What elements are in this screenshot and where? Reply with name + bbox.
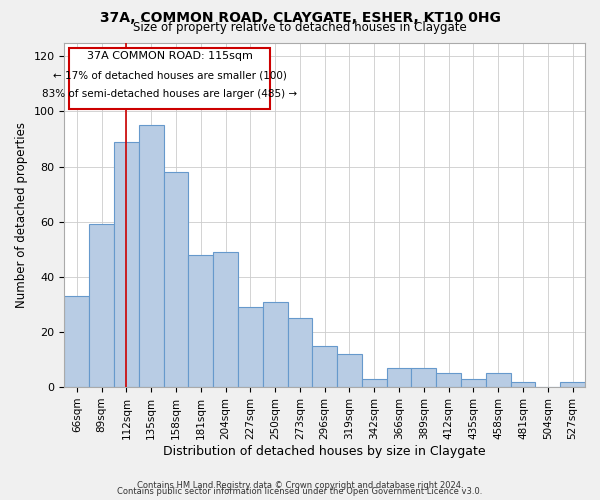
Bar (263, 302, 287, 387)
Text: Contains HM Land Registry data © Crown copyright and database right 2024.: Contains HM Land Registry data © Crown c… (137, 481, 463, 490)
Bar (362, 379, 386, 387)
Bar (164, 172, 188, 387)
Bar (188, 255, 213, 387)
FancyBboxPatch shape (70, 48, 270, 108)
Bar (287, 318, 313, 387)
Y-axis label: Number of detached properties: Number of detached properties (15, 122, 28, 308)
Bar (238, 307, 263, 387)
Text: Size of property relative to detached houses in Claygate: Size of property relative to detached ho… (133, 22, 467, 35)
Bar (89, 224, 114, 387)
Bar (313, 346, 337, 387)
Bar (486, 374, 511, 387)
Bar (436, 374, 461, 387)
Text: 37A COMMON ROAD: 115sqm: 37A COMMON ROAD: 115sqm (87, 51, 253, 61)
Bar (461, 379, 486, 387)
Text: Contains public sector information licensed under the Open Government Licence v3: Contains public sector information licen… (118, 488, 482, 496)
Text: ← 17% of detached houses are smaller (100): ← 17% of detached houses are smaller (10… (53, 70, 287, 80)
Bar (114, 142, 139, 387)
Bar (213, 252, 238, 387)
Bar (386, 368, 412, 387)
Bar (412, 368, 436, 387)
X-axis label: Distribution of detached houses by size in Claygate: Distribution of detached houses by size … (163, 444, 486, 458)
Bar (337, 354, 362, 387)
Bar (139, 125, 164, 387)
Bar (64, 296, 89, 387)
Text: 37A, COMMON ROAD, CLAYGATE, ESHER, KT10 0HG: 37A, COMMON ROAD, CLAYGATE, ESHER, KT10 … (100, 11, 500, 25)
Bar (511, 382, 535, 387)
Bar (560, 382, 585, 387)
Text: 83% of semi-detached houses are larger (485) →: 83% of semi-detached houses are larger (… (42, 90, 298, 100)
